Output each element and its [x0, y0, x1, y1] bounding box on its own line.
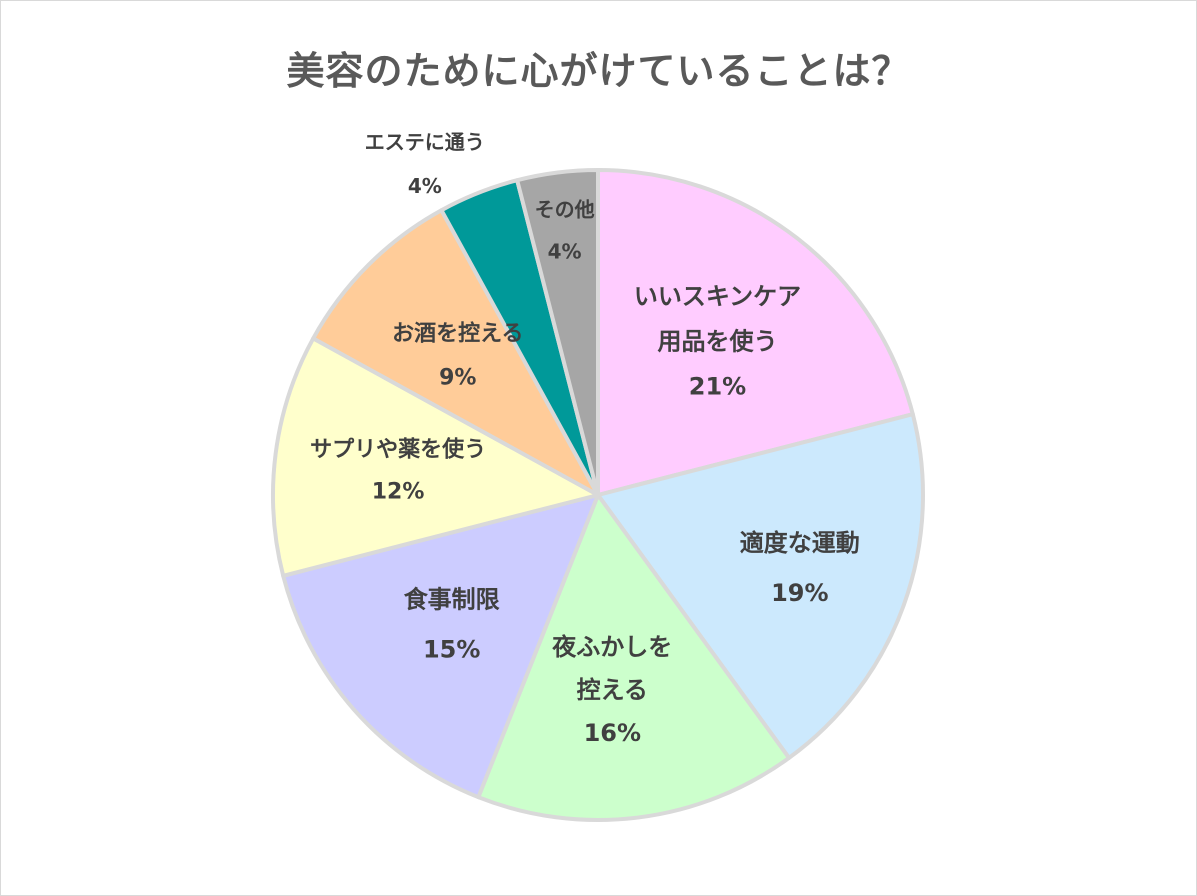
slice-category-label: 夜ふかしを [551, 633, 672, 661]
slice-value-label: 19% [771, 579, 828, 607]
slice-label-8: その他 4% [535, 198, 595, 264]
pie-slice-5 [271, 336, 600, 578]
slice-value-label: 4% [548, 240, 582, 264]
slice-value-label: 9% [439, 366, 476, 391]
pie-slice-3 [476, 493, 792, 822]
pie-slice-4 [281, 493, 600, 800]
pie-slice-2 [596, 412, 925, 760]
slice-label-5: サプリや薬を使う 12% [310, 437, 486, 504]
pie-slice-8 [515, 168, 600, 497]
slice-label-6: お酒を控える 9% [392, 321, 523, 391]
slice-category-label: エステに通う [365, 130, 485, 154]
slice-label-7: エステに通う 4% [365, 130, 485, 198]
slice-label-1: いいスキンケア用品を使う 21% [634, 282, 801, 400]
slice-label-3: 夜ふかしを控える 16% [551, 633, 672, 747]
slice-category-label: 適度な運動 [740, 529, 860, 557]
slice-value-label: 12% [372, 479, 425, 504]
pie-slice-6 [311, 208, 600, 497]
slice-category-label: 食事制限 [404, 585, 500, 613]
slice-value-label: 21% [689, 372, 746, 400]
slice-value-label: 15% [423, 635, 480, 663]
slice-category-label: いいスキンケア [634, 282, 801, 310]
slice-label-2: 適度な運動 19% [740, 529, 860, 607]
chart-title: 美容のために心がけていることは？ [286, 49, 911, 93]
slice-category-label: 控える [577, 676, 648, 704]
pie-slice-1 [596, 168, 915, 497]
slice-category-label: サプリや薬を使う [310, 437, 486, 462]
slice-category-label: 用品を使う [658, 327, 778, 355]
slice-category-label: その他 [535, 198, 595, 222]
slice-value-label: 4% [408, 174, 442, 198]
slice-value-label: 16% [584, 719, 641, 747]
slice-label-4: 食事制限 15% [404, 585, 500, 663]
slice-category-label: お酒を控える [392, 321, 523, 347]
pie-labels: いいスキンケア用品を使う 21% 適度な運動 19% 夜ふかしを控える 16% 食事制限 15… [310, 130, 860, 747]
pie-slices [271, 168, 925, 822]
